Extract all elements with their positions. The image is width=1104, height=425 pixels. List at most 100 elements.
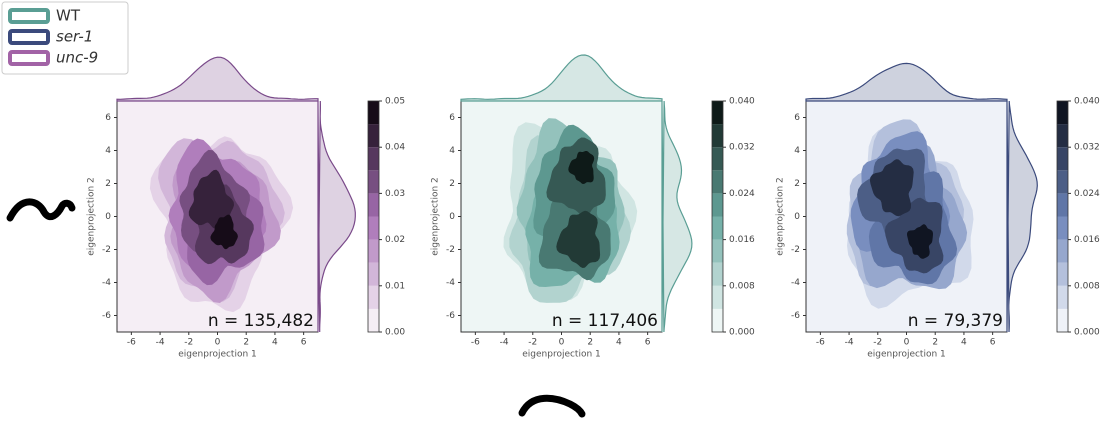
x-tick-label: 2 — [243, 338, 249, 348]
colorbar-tick-label: 0.008 — [1074, 281, 1100, 291]
y-tick-label: 0 — [794, 212, 800, 222]
marginal-density — [460, 54, 663, 102]
colorbar-tick-label: 0.03 — [385, 189, 405, 199]
x-tick-label: -6 — [471, 338, 480, 348]
colorbar-band — [368, 101, 379, 125]
y-tick-label: 4 — [105, 146, 111, 156]
colorbar-band — [712, 262, 723, 286]
density-level — [907, 224, 933, 259]
colorbar-band — [368, 216, 379, 240]
y-tick-label: 0 — [105, 212, 111, 222]
legend-label: unc-9 — [56, 49, 98, 67]
marginal-density — [317, 100, 356, 333]
legend-swatch — [8, 50, 50, 66]
legend-label: ser-1 — [56, 28, 93, 46]
legend-label: WT — [56, 7, 81, 25]
x-tick-label: -4 — [500, 338, 509, 348]
x-axis-label: eigenprojection 1 — [867, 350, 946, 360]
colorbar-tick-label: 0.032 — [1074, 143, 1100, 153]
x-tick-label: 0 — [215, 338, 221, 348]
colorbar-band — [712, 124, 723, 148]
y-tick-label: 6 — [449, 113, 455, 123]
y-axis-label: eigenprojection 2 — [87, 177, 97, 256]
colorbar-band — [368, 239, 379, 263]
y-tick-label: 4 — [449, 146, 455, 156]
colorbar-band — [1057, 239, 1068, 263]
sample-count: n = 117,406 — [552, 311, 658, 331]
x-tick-label: 2 — [932, 338, 938, 348]
x-tick-label: 0 — [559, 338, 565, 348]
x-tick-label: 4 — [272, 338, 278, 348]
x-tick-label: -4 — [845, 338, 854, 348]
x-axis-label: eigenprojection 1 — [178, 350, 257, 360]
y-tick-label: -4 — [791, 278, 800, 288]
colorbar-band — [712, 170, 723, 194]
colorbar-band — [712, 193, 723, 217]
density-level — [188, 169, 234, 229]
legend-swatch — [8, 29, 50, 45]
y-tick-label: 0 — [449, 212, 455, 222]
x-tick-label: -2 — [873, 338, 882, 348]
colorbar-frame — [1056, 100, 1069, 333]
worm-icon — [518, 394, 586, 418]
colorbar-tick-label: 0.040 — [1074, 97, 1100, 107]
y-tick-label: 2 — [794, 179, 800, 189]
marginal-density — [1006, 100, 1038, 333]
sample-count: n = 79,379 — [908, 311, 1003, 331]
x-tick-label: 4 — [961, 338, 967, 348]
colorbar-band — [712, 308, 723, 332]
colorbar-band — [1057, 124, 1068, 148]
worm-icon — [6, 198, 76, 222]
y-tick-label: 2 — [105, 179, 111, 189]
y-tick-label: -4 — [102, 278, 111, 288]
colorbar-tick-label: 0.016 — [729, 235, 755, 245]
density-level — [556, 210, 601, 268]
colorbar-band — [712, 239, 723, 263]
x-tick-label: -6 — [816, 338, 825, 348]
y-axis-label: eigenprojection 2 — [776, 177, 786, 256]
marginal-density — [805, 62, 1008, 102]
colorbar-band — [368, 193, 379, 217]
y-tick-label: 6 — [794, 113, 800, 123]
x-tick-label: -6 — [127, 338, 136, 348]
colorbar-band — [368, 147, 379, 171]
y-tick-label: -6 — [446, 311, 455, 321]
colorbar-tick-label: 0.02 — [385, 235, 405, 245]
colorbar-band — [368, 124, 379, 148]
x-tick-label: 6 — [301, 338, 307, 348]
sample-count: n = 135,482 — [208, 311, 314, 331]
colorbar-tick-label: 0.008 — [729, 281, 755, 291]
y-axis-label: eigenprojection 2 — [431, 177, 441, 256]
y-tick-label: -4 — [446, 278, 455, 288]
colorbar-frame — [711, 100, 724, 333]
marginal-density — [661, 100, 693, 333]
density-level — [210, 214, 238, 250]
y-tick-label: -2 — [446, 245, 455, 255]
y-tick-label: -2 — [791, 245, 800, 255]
colorbar-band — [1057, 308, 1068, 332]
colorbar-band — [1057, 262, 1068, 286]
colorbar-band — [1057, 285, 1068, 309]
y-tick-label: 6 — [105, 113, 111, 123]
y-tick-label: -2 — [102, 245, 111, 255]
colorbar-tick-label: 0.05 — [385, 97, 405, 107]
colorbar-band — [368, 262, 379, 286]
x-tick-label: -2 — [528, 338, 537, 348]
colorbar-tick-label: 0.000 — [1074, 328, 1100, 338]
y-tick-label: -6 — [102, 311, 111, 321]
y-tick-label: 2 — [449, 179, 455, 189]
x-tick-label: 6 — [990, 338, 996, 348]
x-tick-label: 6 — [645, 338, 651, 348]
colorbar-band — [1057, 147, 1068, 171]
colorbar-band — [712, 147, 723, 171]
colorbar-band — [368, 170, 379, 194]
density-level — [568, 151, 595, 184]
colorbar-tick-label: 0.000 — [729, 328, 755, 338]
colorbar-tick-label: 0.024 — [729, 189, 755, 199]
colorbar-tick-label: 0.032 — [729, 143, 755, 153]
colorbar-tick-label: 0.01 — [385, 281, 405, 291]
colorbar-frame — [367, 100, 380, 333]
x-tick-label: 2 — [587, 338, 593, 348]
colorbar-tick-label: 0.024 — [1074, 189, 1100, 199]
x-tick-label: -4 — [156, 338, 165, 348]
